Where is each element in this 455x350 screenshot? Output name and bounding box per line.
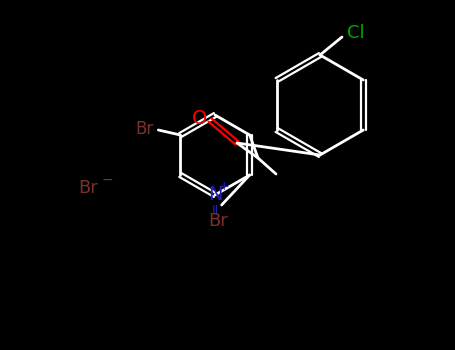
Text: Br: Br [208,212,228,230]
Text: II: II [212,204,218,217]
Text: Br: Br [78,179,98,197]
Text: Br: Br [135,120,153,138]
Text: −: − [101,173,113,187]
Text: Cl: Cl [347,24,365,42]
Text: N: N [208,186,222,204]
Text: +: + [219,180,229,193]
Text: O: O [192,108,207,127]
